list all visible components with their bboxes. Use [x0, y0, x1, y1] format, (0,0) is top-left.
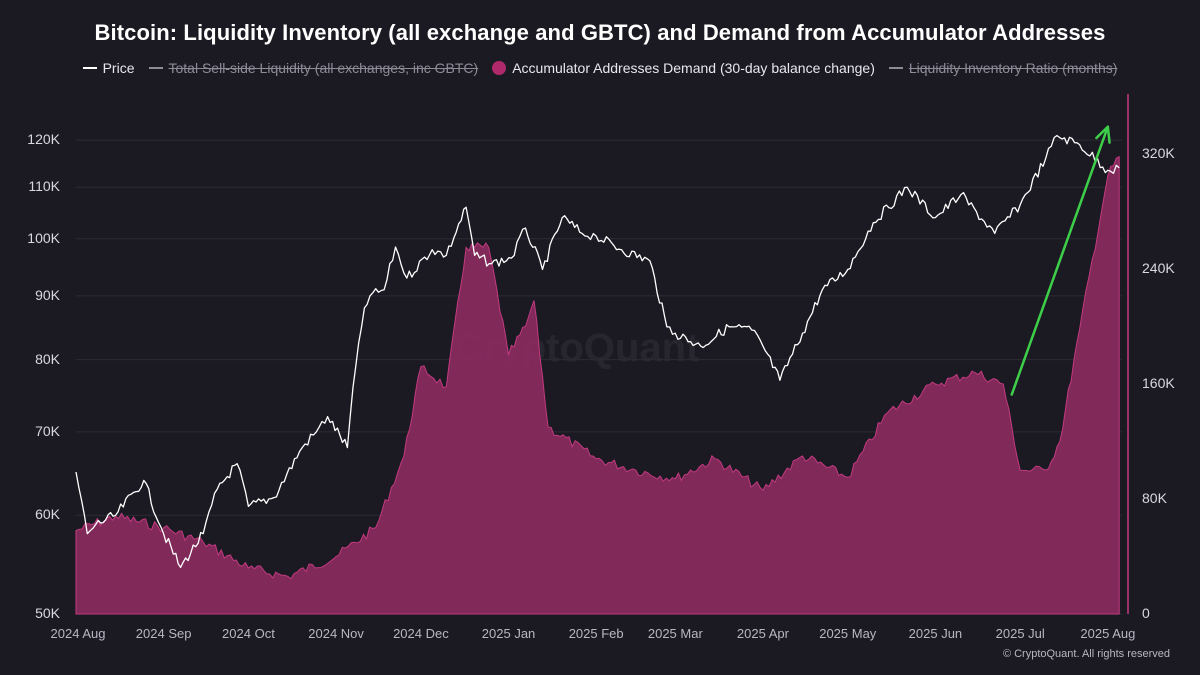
legend-label-sell-side-liquidity: Total Sell-side Liquidity (all exchanges… [168, 60, 479, 76]
x-tick-label: 2024 Oct [222, 626, 275, 641]
legend-label-liquidity-ratio: Liquidity Inventory Ratio (months) [908, 60, 1118, 76]
y-right-tick-label: 80K [1142, 489, 1167, 506]
demand-area [75, 156, 1120, 615]
legend-dot-icon [492, 61, 507, 75]
chart-title: Bitcoin: Liquidity Inventory (all exchan… [94, 20, 1106, 45]
y-right-tick-label: 320K [1142, 144, 1175, 161]
chart-legend: Price Total Sell-side Liquidity (all exc… [0, 60, 1200, 76]
legend-item-sell-side-liquidity[interactable]: Total Sell-side Liquidity (all exchanges… [148, 60, 479, 76]
y-left-tick-label: 50K [35, 605, 60, 621]
y-left-tick-label: 70K [35, 422, 60, 439]
y-right-tick-label: 160K [1142, 374, 1175, 391]
x-tick-label: 2025 Apr [736, 626, 789, 641]
y-left-tick-label: 110K [28, 178, 60, 195]
x-tick-label: 2024 Nov [308, 626, 364, 641]
legend-item-price[interactable]: Price [82, 60, 135, 76]
x-tick-label: 2025 Feb [568, 626, 624, 641]
y-left-tick-label: 90K [35, 286, 60, 303]
trend-arrow-head [1095, 125, 1111, 144]
x-tick-label: 2025 May [819, 626, 877, 641]
trend-arrow-shaft [1010, 125, 1110, 396]
legend-line-icon [888, 67, 903, 69]
legend-label-price: Price [102, 60, 135, 76]
price-line [75, 134, 1120, 569]
legend-label-accumulator-demand: Accumulator Addresses Demand (30-day bal… [512, 60, 875, 76]
y-right-tick-label: 0 [1142, 605, 1150, 621]
x-tick-label: 2024 Dec [393, 626, 449, 641]
x-tick-label: 2024 Sep [135, 626, 192, 641]
y-left-tick-label: 100K [27, 229, 60, 246]
x-tick-label: 2024 Aug [50, 626, 106, 641]
legend-item-liquidity-ratio[interactable]: Liquidity Inventory Ratio (months) [888, 60, 1118, 76]
copyright-text: © CryptoQuant. All rights reserved [1002, 648, 1170, 660]
x-tick-label: 2025 Jun [908, 626, 963, 641]
x-tick-label: 2025 Jan [481, 626, 536, 641]
x-tick-label: 2025 Mar [647, 626, 703, 641]
y-right-tick-label: 240K [1142, 259, 1175, 276]
y-left-tick-label: 60K [35, 506, 60, 523]
legend-item-accumulator-demand[interactable]: Accumulator Addresses Demand (30-day bal… [492, 60, 875, 76]
legend-line-icon [82, 67, 97, 69]
y-left-tick-label: 120K [27, 131, 60, 148]
y-left-tick-label: 80K [35, 350, 60, 367]
x-tick-label: 2025 Jul [995, 626, 1045, 641]
legend-line-icon [148, 67, 163, 69]
x-tick-label: 2025 Aug [1080, 626, 1136, 641]
